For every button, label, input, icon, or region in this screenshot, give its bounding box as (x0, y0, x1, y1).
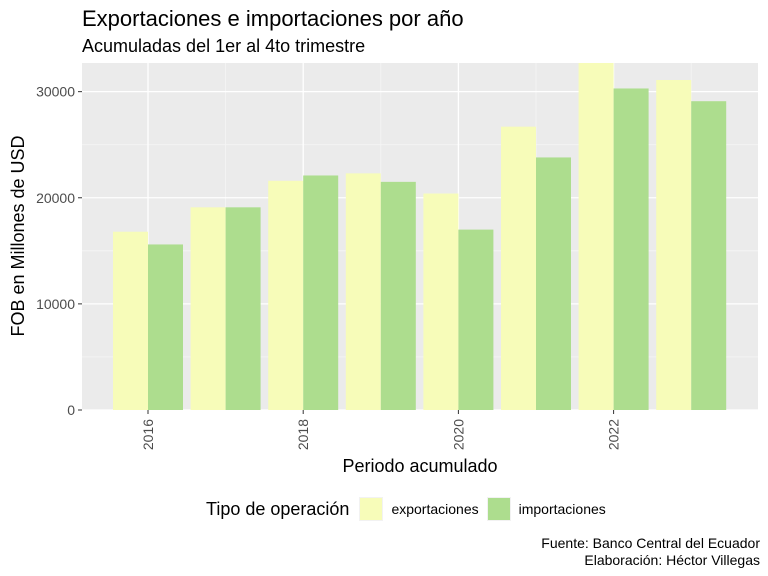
caption-author: Elaboración: Héctor Villegas (584, 552, 760, 568)
bars (113, 63, 727, 411)
y-tick-label: 10000 (36, 296, 75, 312)
bar-importaciones-2018 (303, 175, 339, 410)
y-axis: 0 10000 20000 30000 (36, 84, 82, 418)
bar-importaciones-2022 (613, 88, 649, 410)
bar-exportaciones-2021 (501, 126, 536, 410)
x-tick-label: 2022 (606, 419, 622, 450)
caption-source: Fuente: Banco Central del Ecuador (541, 535, 760, 551)
bar-importaciones-2023 (691, 101, 727, 410)
x-axis-title: Periodo acumulado (342, 456, 497, 476)
legend-title: Tipo de operación (206, 498, 350, 519)
legend-item-exportaciones: exportaciones (359, 497, 479, 521)
legend-key-exportaciones (359, 497, 384, 521)
x-axis: 2016 2018 2020 2022 (140, 410, 622, 450)
x-tick-label: 2016 (140, 419, 156, 450)
legend-label-importaciones: importaciones (518, 501, 606, 517)
bar-importaciones-2019 (380, 181, 416, 410)
bar-exportaciones-2020 (423, 193, 459, 410)
bar-exportaciones-2018 (268, 180, 304, 410)
y-tick-label: 0 (67, 402, 75, 418)
bar-exportaciones-2022 (578, 63, 614, 410)
bar-importaciones-2021 (536, 157, 571, 410)
bar-exportaciones-2019 (345, 173, 381, 410)
legend-label-exportaciones: exportaciones (391, 501, 479, 517)
bar-importaciones-2016 (148, 244, 183, 410)
bar-importaciones-2017 (225, 207, 261, 410)
x-tick-label: 2020 (450, 419, 466, 450)
chart-subtitle: Acumuladas del 1er al 4to trimestre (82, 36, 366, 56)
x-tick-label: 2018 (295, 419, 311, 450)
bar-exportaciones-2016 (113, 231, 148, 410)
y-tick-label: 30000 (36, 84, 75, 100)
bar-exportaciones-2023 (656, 79, 692, 411)
bar-exportaciones-2017 (190, 207, 226, 410)
bar-importaciones-2020 (458, 229, 494, 410)
legend-item-importaciones: importaciones (486, 497, 606, 521)
legend: Tipo de operación exportaciones importac… (206, 496, 614, 522)
y-axis-title: FOB en Millones de USD (8, 135, 28, 336)
legend-key-importaciones (486, 497, 511, 521)
caption: Fuente: Banco Central del Ecuador Elabor… (541, 535, 760, 569)
y-tick-label: 20000 (36, 190, 75, 206)
chart-title: Exportaciones e importaciones por año (82, 6, 464, 31)
